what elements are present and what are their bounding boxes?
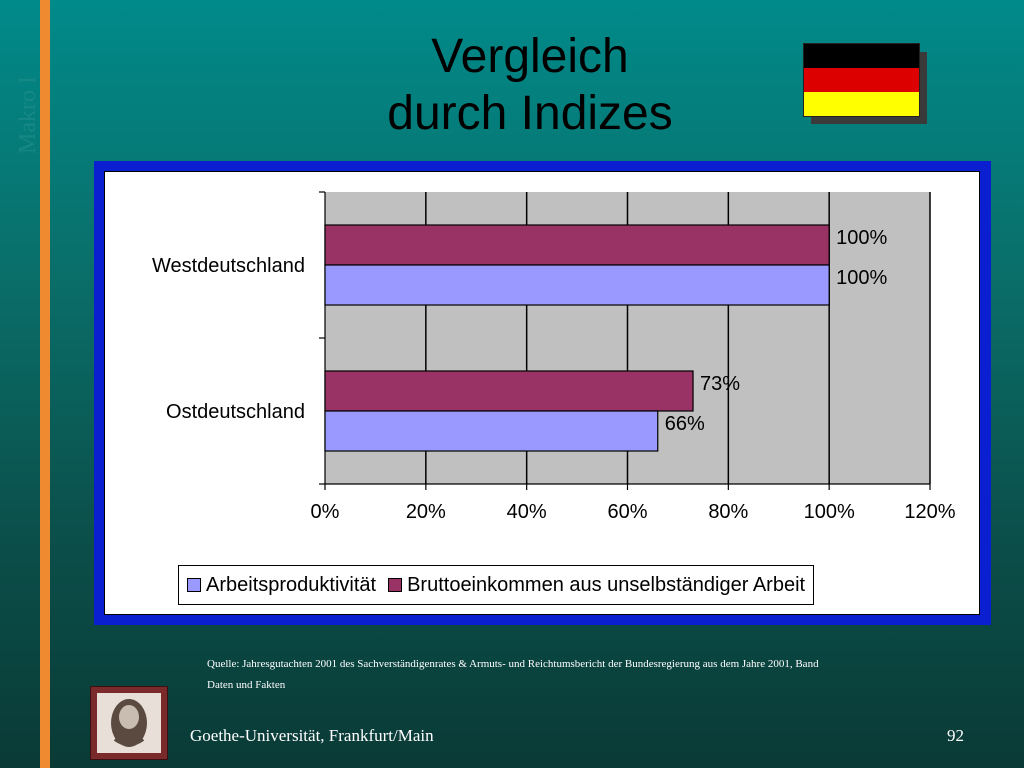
legend-swatch [388, 578, 403, 592]
title-line-1: Vergleich [431, 30, 629, 83]
x-tick-label: 100% [804, 501, 855, 523]
slide-title: Vergleich durch Indizes [330, 28, 730, 142]
data-label: 73% [700, 373, 740, 395]
page-number: 92 [947, 726, 964, 745]
flag-stripe-gold [804, 92, 919, 116]
legend-swatch [187, 578, 201, 592]
flag-stripe-red [804, 68, 919, 92]
legend-label: Bruttoeinkommen aus unselbständiger Arbe… [407, 573, 806, 596]
bar [324, 224, 830, 266]
category-label: Westdeutschland [152, 255, 305, 277]
german-flag-icon [803, 43, 920, 117]
legend-item-bruttoeinkommen: Bruttoeinkommen aus unselbständiger Arbe… [388, 574, 805, 597]
category-label: Ostdeutschland [166, 401, 305, 423]
vertical-course-label: Makro I [15, 76, 41, 154]
legend-item-arbeitsproduktivitaet: Arbeitsproduktivität [187, 574, 376, 597]
x-tick-label: 60% [607, 501, 647, 523]
left-accent-bar [40, 0, 50, 768]
x-tick-label: 80% [708, 501, 748, 523]
source-line-2: Daten und Fakten [207, 679, 286, 691]
x-tick-label: 120% [904, 501, 955, 523]
bar [324, 410, 659, 452]
x-tick-label: 0% [311, 501, 340, 523]
chart-legend: Arbeitsproduktivität Bruttoeinkommen aus… [178, 565, 815, 605]
source-line-1: Quelle: Jahresgutachten 2001 des Sachver… [207, 658, 819, 670]
bar-chart: 0% 20% 40% 60% 80% 100% 120% Westdeutschland 100… [152, 191, 956, 523]
x-tick-label: 20% [406, 501, 446, 523]
chart-area: 0% 20% 40% 60% 80% 100% 120% Westdeutschland 100… [104, 171, 980, 615]
source-note: Quelle: Jahresgutachten 2001 des Sachver… [207, 654, 967, 696]
university-logo-icon [90, 686, 168, 760]
footer-institution: Goethe-Universität, Frankfurt/Main [190, 726, 434, 745]
flag-stripe-black [804, 44, 919, 68]
data-label: 66% [665, 413, 705, 435]
data-label: 100% [836, 227, 887, 249]
title-line-2: durch Indizes [387, 87, 673, 140]
legend-label: Arbeitsproduktivität [206, 573, 377, 596]
data-label: 100% [836, 267, 887, 289]
x-tick-label: 40% [507, 501, 547, 523]
bar [324, 264, 830, 306]
bar [324, 370, 694, 412]
